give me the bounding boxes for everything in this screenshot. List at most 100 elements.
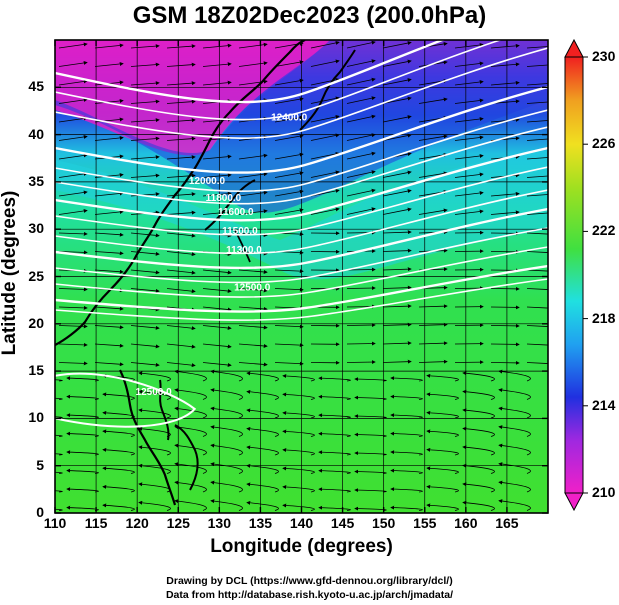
streamline-arrow <box>418 322 448 327</box>
height-contour-line <box>55 246 548 298</box>
streamline-arrow <box>166 269 196 275</box>
streamline-arrow <box>55 434 63 437</box>
streamline-arrow <box>138 482 171 493</box>
streamline-arrow <box>166 44 196 49</box>
streamline-arrow <box>346 151 376 160</box>
y-tick-label: 15 <box>28 362 44 379</box>
streamline-arrow <box>202 362 232 367</box>
contour-label: 12500.0 <box>136 387 173 398</box>
streamline-arrow <box>274 152 304 160</box>
streamline-arrow <box>454 209 484 215</box>
streamline-arrow <box>274 189 304 197</box>
y-tick-label: 0 <box>36 504 44 520</box>
streamline-arrow <box>282 466 315 474</box>
streamline-arrow <box>174 443 207 456</box>
contour-label: 11500.0 <box>222 226 258 237</box>
streamline-arrow <box>498 462 531 474</box>
streamline-arrow <box>526 120 548 123</box>
streamline-arrow <box>346 170 376 178</box>
streamline-arrow <box>490 210 520 215</box>
colorbar-tick-label: 218 <box>592 309 616 326</box>
streamline-arrow <box>130 362 160 367</box>
streamline-arrow <box>94 343 124 348</box>
streamline-arrow <box>246 500 279 511</box>
streamline-arrow <box>346 59 376 67</box>
streamline-arrow <box>210 499 243 511</box>
streamline-arrow <box>318 468 351 474</box>
streamline-arrow <box>94 172 124 178</box>
streamline-arrow <box>382 359 412 364</box>
streamline-arrow <box>426 484 459 493</box>
streamline-arrow <box>454 80 484 86</box>
streamline-arrow <box>102 392 135 400</box>
streamline-arrow <box>238 209 268 215</box>
height-contour-line <box>55 85 548 174</box>
streamline-arrow <box>55 471 63 474</box>
streamline-arrow <box>526 269 548 272</box>
streamline-arrow <box>94 135 124 141</box>
streamline-arrow <box>526 232 548 235</box>
streamline-arrow <box>526 157 548 160</box>
streamline-arrow <box>58 208 88 215</box>
y-tick-label: 25 <box>28 267 44 284</box>
streamline-arrow <box>426 466 459 474</box>
streamline-arrow <box>202 173 232 178</box>
streamline-arrow <box>238 190 268 197</box>
chart-title: GSM 18Z02Dec2023 (200.0hPa) <box>132 2 487 29</box>
streamline-arrow <box>174 369 207 382</box>
streamline-arrow <box>238 153 268 160</box>
streamline-arrow <box>310 170 340 178</box>
y-tick-label: 40 <box>28 125 44 142</box>
streamline-arrow <box>282 484 315 493</box>
colorbar <box>564 38 588 512</box>
streamline-arrow <box>418 171 448 178</box>
streamline-arrow <box>498 425 531 437</box>
streamline-arrow <box>426 429 459 437</box>
streamline-arrow <box>310 96 340 104</box>
streamline-arrow <box>274 324 304 329</box>
x-tick-label: 160 <box>454 515 478 531</box>
streamline-arrow <box>94 306 124 311</box>
streamline-arrow <box>130 62 160 67</box>
streamline-arrow <box>526 83 548 86</box>
streamline-arrow <box>238 362 268 367</box>
streamline-arrow <box>318 413 351 419</box>
streamline-arrow <box>166 288 196 294</box>
streamline-arrow <box>174 406 207 419</box>
streamline-arrow <box>246 389 279 400</box>
streamline-arrow <box>454 43 484 49</box>
streamline-arrow <box>382 248 412 253</box>
streamline-arrow <box>382 322 412 327</box>
streamline-arrow <box>246 408 279 419</box>
streamline-arrow <box>102 466 135 474</box>
streamline-arrow <box>202 210 232 215</box>
streamline-arrow <box>346 286 376 291</box>
contour-label: 11600.0 <box>218 207 254 218</box>
y-tick-label: 30 <box>28 220 44 237</box>
streamline-arrow <box>390 394 423 400</box>
height-contour-line <box>55 264 548 313</box>
streamline-arrow <box>58 361 88 366</box>
y-tick-label: 20 <box>28 314 44 331</box>
streamline-arrow <box>490 136 520 141</box>
streamline-arrow <box>282 410 315 419</box>
streamline-arrow <box>426 410 459 419</box>
streamline-arrow <box>202 191 232 197</box>
streamline-arrow <box>166 62 196 67</box>
streamline-arrow <box>138 445 171 456</box>
colorbar-tick-label: 210 <box>592 484 616 500</box>
x-tick-label: 125 <box>166 515 190 531</box>
streamline-arrow <box>246 482 279 493</box>
streamline-arrow <box>526 325 548 327</box>
streamline-arrow <box>58 342 88 347</box>
streamline-arrow <box>66 468 99 474</box>
streamline-arrow <box>498 480 531 493</box>
streamline-arrow <box>58 231 88 236</box>
streamline-arrow <box>282 392 315 400</box>
streamline-arrow <box>310 151 340 160</box>
streamline-arrow <box>130 81 160 86</box>
streamline-arrow <box>454 98 484 104</box>
x-tick-label: 115 <box>84 515 108 531</box>
